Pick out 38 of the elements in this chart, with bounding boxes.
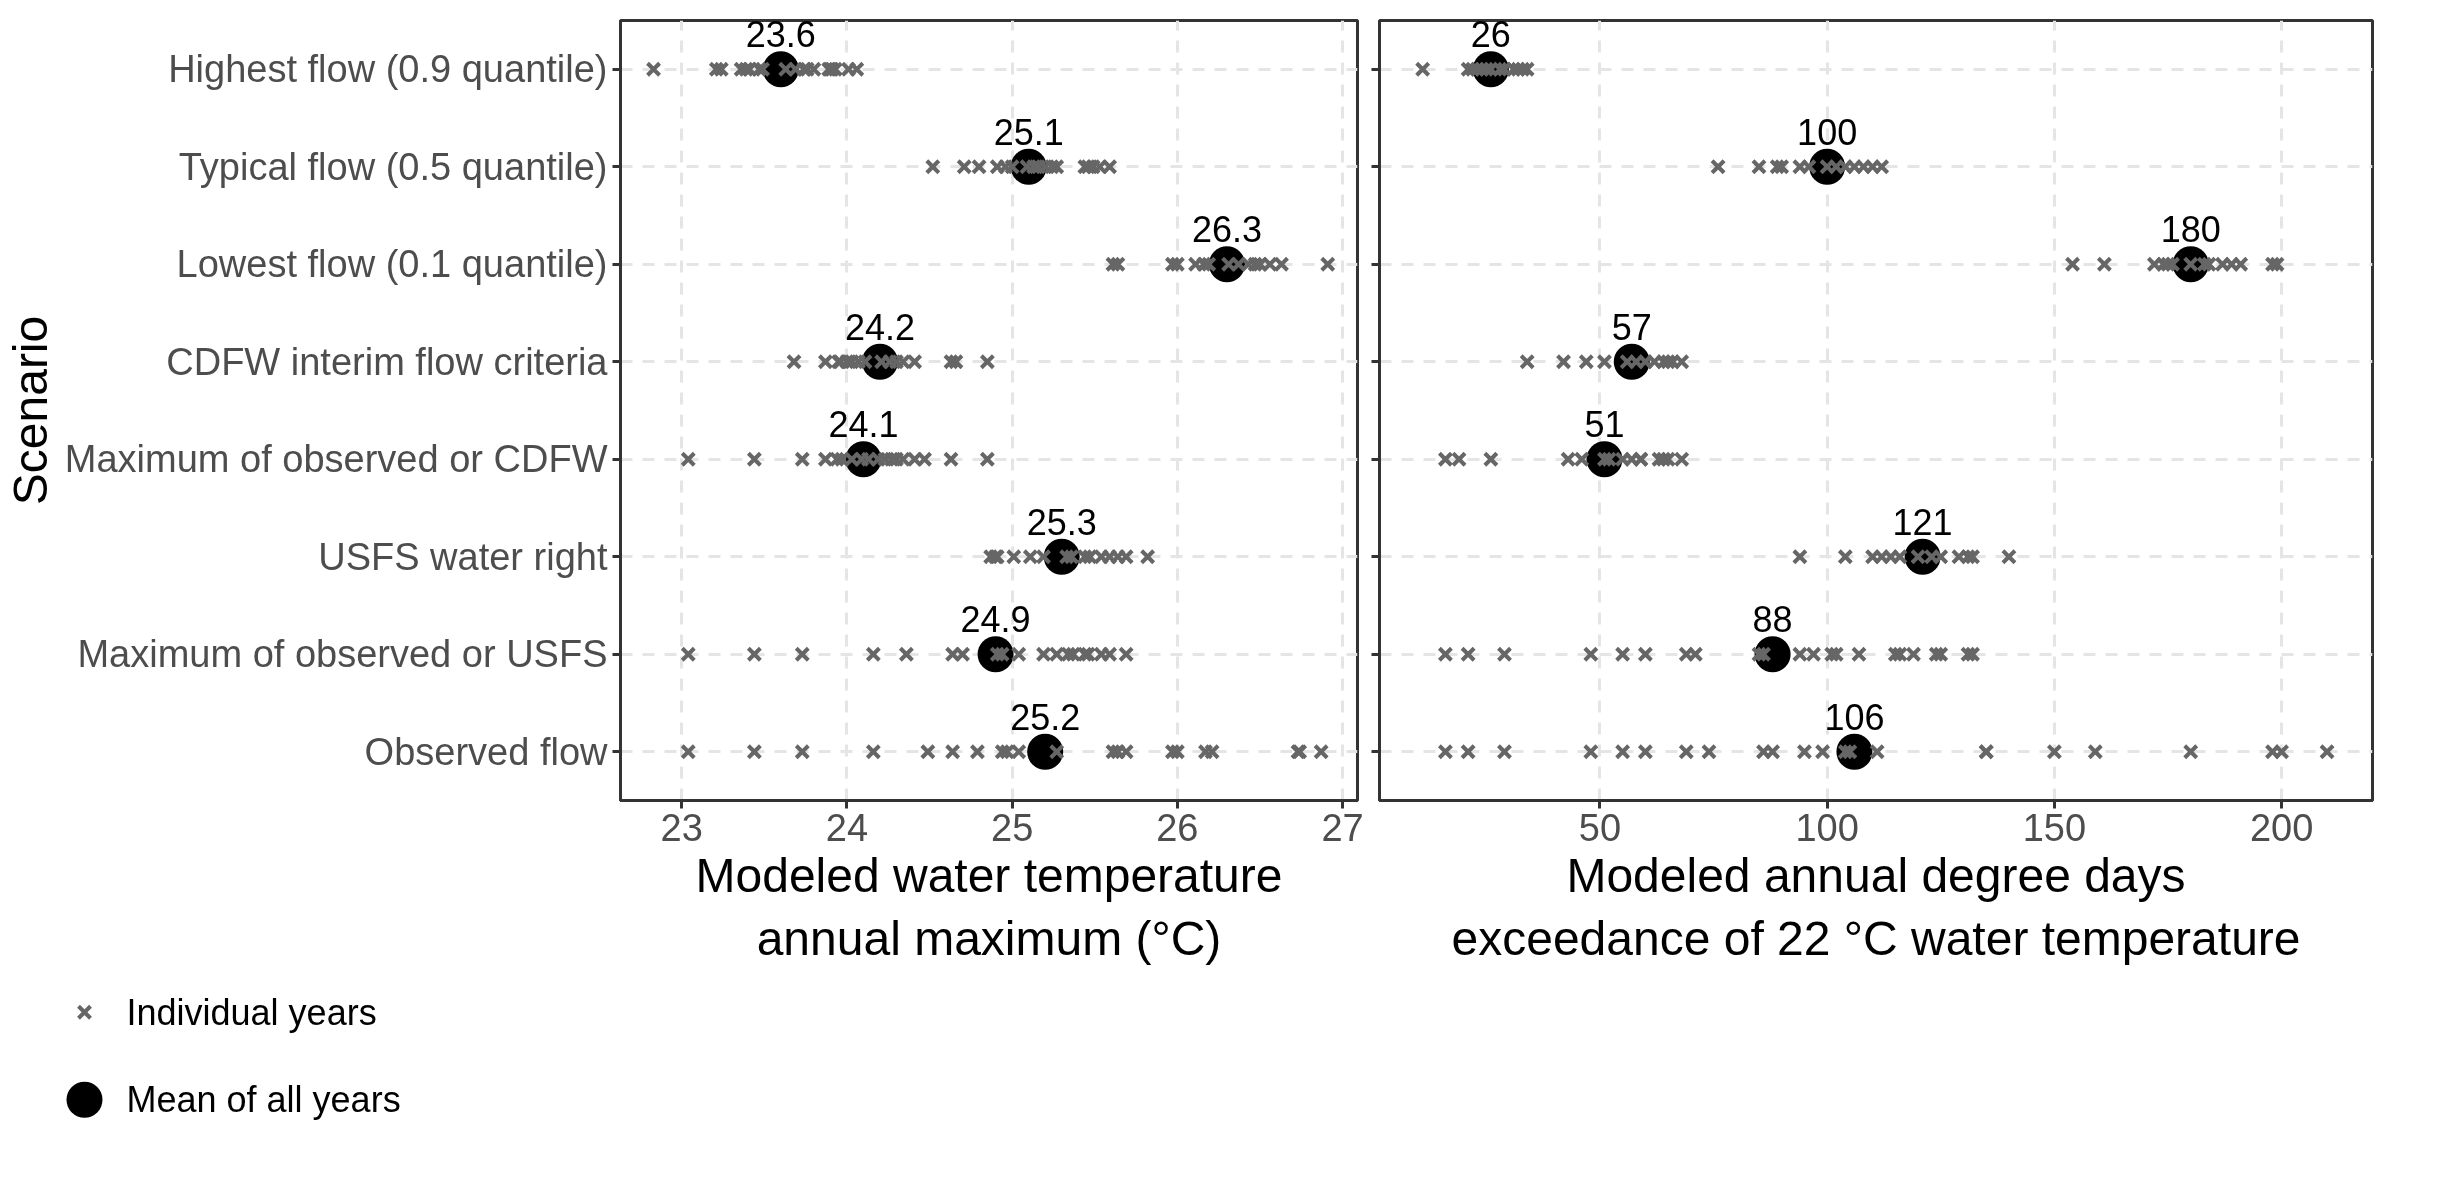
data-label: 88 [1752, 599, 1793, 641]
x-tick-label: 100 [1795, 806, 1859, 849]
data-label: 25.3 [1026, 501, 1097, 543]
data-label: 51 [1584, 404, 1625, 446]
y-tick-label: USFS water right [318, 535, 608, 578]
x-tick-label: 24 [825, 806, 869, 849]
x-tick-label: 23 [660, 806, 703, 849]
data-label: 25.1 [993, 111, 1064, 153]
data-label: 106 [1824, 696, 1885, 738]
x-tick-label: 26 [1156, 806, 1199, 849]
legend-label: Mean of all years [126, 1079, 401, 1121]
data-label: 121 [1892, 501, 1953, 543]
data-label: 25.2 [1010, 696, 1081, 738]
x-tick-label: 25 [991, 806, 1034, 849]
y-tick-label: Maximum of observed or USFS [77, 633, 608, 676]
data-label: 180 [2160, 209, 2221, 251]
y-tick-label: CDFW interim flow criteria [166, 340, 609, 383]
data-label: 26 [1470, 14, 1511, 56]
x-tick-label: 27 [1321, 806, 1364, 849]
data-label: 24.2 [844, 306, 915, 348]
y-tick-label: Observed flow [364, 730, 609, 773]
x-axis-title: Modeled water temperature annual maximum (°C) [695, 848, 1283, 966]
data-label: 24.9 [960, 599, 1031, 641]
x-axis-title: Modeled annual degree days exceedance of 22 °C water temperature [1451, 848, 2301, 966]
y-tick-label: Lowest flow (0.1 quantile) [176, 243, 608, 286]
x-tick-label: 50 [1578, 806, 1622, 849]
data-label: 23.6 [745, 14, 816, 56]
y-axis-title: Scenario [3, 315, 57, 506]
x-tick-label: 200 [2249, 806, 2314, 849]
data-label: 26.3 [1191, 209, 1262, 251]
x-tick-label: 150 [2022, 806, 2087, 849]
y-tick-label: Highest flow (0.9 quantile) [168, 48, 608, 91]
legend-label: Individual years [126, 991, 377, 1033]
data-label: 57 [1611, 306, 1652, 348]
y-tick-label: Maximum of observed or CDFW [64, 438, 608, 481]
data-label: 100 [1797, 111, 1858, 153]
data-label: 24.1 [828, 404, 899, 446]
y-tick-label: Typical flow (0.5 quantile) [178, 145, 608, 188]
